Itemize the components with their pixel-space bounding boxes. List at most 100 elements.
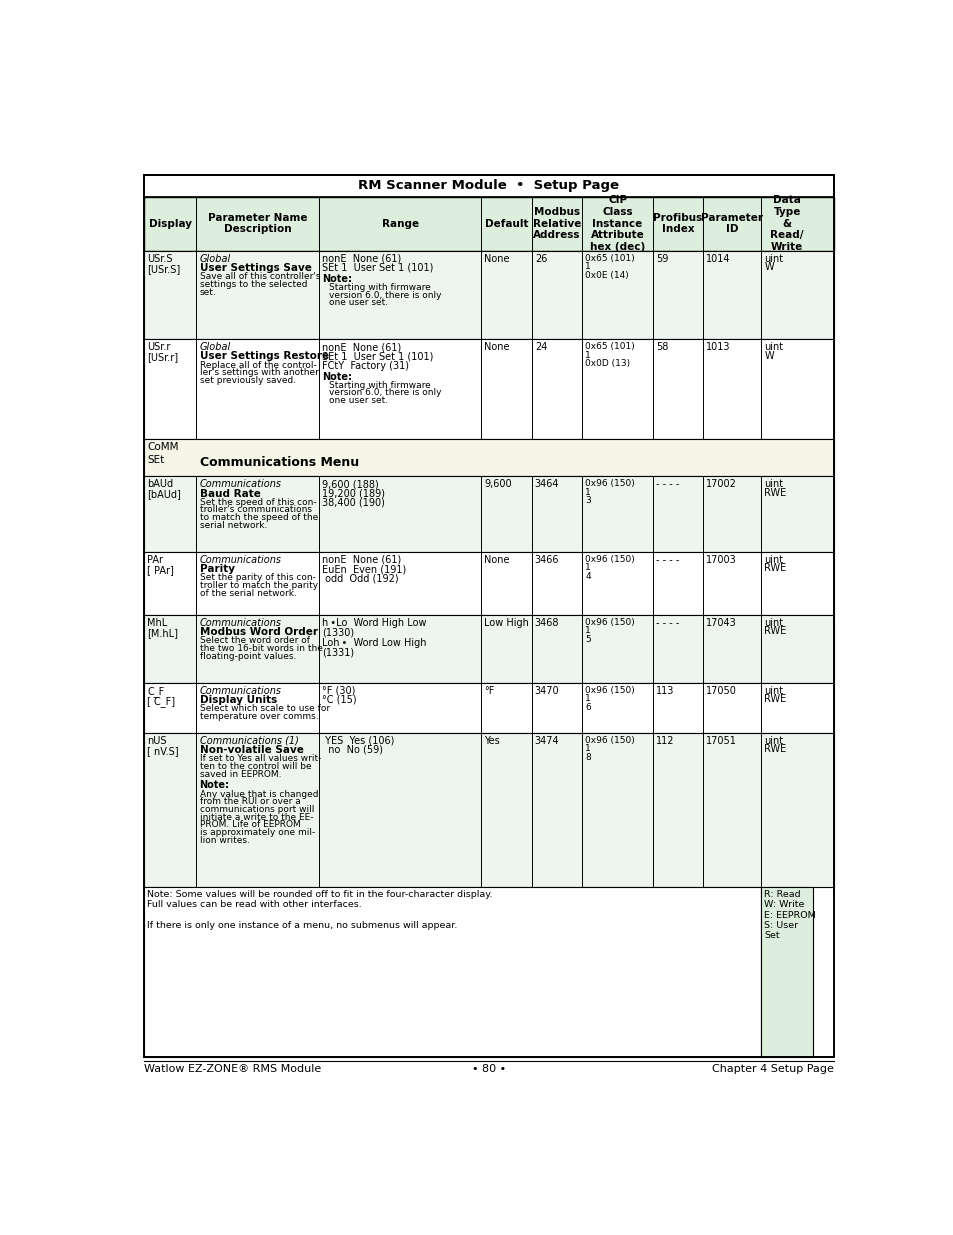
Text: uint: uint: [763, 342, 782, 352]
Text: Communications: Communications: [199, 555, 281, 564]
Text: None: None: [484, 342, 510, 352]
Text: 1: 1: [584, 563, 590, 572]
Text: troller's communications: troller's communications: [199, 505, 312, 515]
Text: Communications: Communications: [199, 685, 281, 695]
Text: 1: 1: [584, 262, 590, 272]
Text: 0x0D (13): 0x0D (13): [584, 359, 630, 368]
Text: from the RUI or over a: from the RUI or over a: [199, 798, 300, 806]
Text: CoMM: CoMM: [147, 442, 178, 452]
Text: 9,600: 9,600: [484, 479, 512, 489]
Text: Communications: Communications: [199, 479, 281, 489]
Text: Parameter
ID: Parameter ID: [700, 212, 762, 235]
Text: initiate a write to the EE-: initiate a write to the EE-: [199, 813, 313, 821]
Text: Watlow EZ-ZONE® RMS Module: Watlow EZ-ZONE® RMS Module: [144, 1065, 321, 1074]
Text: set previously saved.: set previously saved.: [199, 377, 295, 385]
Text: [ C_F]: [ C_F]: [147, 695, 175, 706]
Text: 8: 8: [584, 752, 590, 762]
Text: Global: Global: [199, 342, 231, 352]
Text: uint: uint: [763, 555, 782, 564]
Text: serial network.: serial network.: [199, 521, 267, 530]
Text: °F (30): °F (30): [322, 685, 355, 695]
Text: SEt 1  User Set 1 (101): SEt 1 User Set 1 (101): [322, 352, 434, 362]
Text: of the serial network.: of the serial network.: [199, 589, 296, 598]
Text: 26: 26: [535, 253, 547, 264]
Text: ler's settings with another: ler's settings with another: [199, 368, 318, 378]
Text: to match the speed of the: to match the speed of the: [199, 514, 317, 522]
Text: (1331): (1331): [322, 647, 355, 657]
Bar: [760, 887, 812, 1057]
Text: SEt: SEt: [147, 454, 164, 464]
Text: set.: set.: [199, 288, 216, 296]
Text: 17002: 17002: [705, 479, 736, 489]
Text: Set the parity of this con-: Set the parity of this con-: [199, 573, 315, 582]
Bar: [144, 552, 833, 615]
Text: RWE: RWE: [763, 488, 786, 498]
Text: Global: Global: [199, 253, 231, 264]
Text: 0x96 (150): 0x96 (150): [584, 618, 635, 627]
Text: PAr: PAr: [147, 555, 163, 564]
Text: Set the speed of this con-: Set the speed of this con-: [199, 498, 315, 506]
Text: Parameter Name
Description: Parameter Name Description: [208, 212, 307, 235]
Text: Profibus
Index: Profibus Index: [653, 212, 701, 235]
Text: bAUd: bAUd: [147, 479, 173, 489]
Text: 5: 5: [584, 635, 590, 643]
Text: 1: 1: [584, 626, 590, 635]
Text: 38,400 (190): 38,400 (190): [322, 498, 385, 508]
Text: 17043: 17043: [705, 618, 736, 627]
Bar: [144, 477, 833, 552]
Text: one user set.: one user set.: [328, 299, 387, 308]
Text: Baud Rate: Baud Rate: [199, 489, 260, 499]
Text: 0x65 (101): 0x65 (101): [584, 253, 635, 263]
Text: - - - -: - - - -: [656, 555, 679, 564]
Text: [M.hL]: [M.hL]: [147, 627, 178, 638]
Text: RM Scanner Module  •  Setup Page: RM Scanner Module • Setup Page: [358, 179, 618, 193]
Text: YES  Yes (106): YES Yes (106): [322, 736, 395, 746]
Text: is approximately one mil-: is approximately one mil-: [199, 829, 314, 837]
Text: troller to match the parity: troller to match the parity: [199, 580, 317, 590]
Text: 1013: 1013: [705, 342, 730, 352]
Text: nonE  None (61): nonE None (61): [322, 555, 401, 564]
Text: uint: uint: [763, 479, 782, 489]
Bar: [144, 683, 833, 732]
Text: Communications (1): Communications (1): [199, 736, 298, 746]
Text: W: W: [763, 262, 773, 272]
Text: CIP
Class
Instance
Attribute
hex (dec): CIP Class Instance Attribute hex (dec): [589, 195, 644, 252]
Text: 0x96 (150): 0x96 (150): [584, 479, 635, 488]
Text: Non-volatile Save: Non-volatile Save: [199, 745, 303, 755]
Text: EuEn  Even (191): EuEn Even (191): [322, 564, 406, 574]
Text: R: Read
W: Write
E: EEPROM
S: User
Set: R: Read W: Write E: EEPROM S: User Set: [763, 889, 816, 940]
Text: • 80 •: • 80 •: [472, 1065, 505, 1074]
Text: uint: uint: [763, 253, 782, 264]
Text: 3468: 3468: [535, 618, 558, 627]
Bar: [144, 175, 833, 196]
Text: SEt 1  User Set 1 (101): SEt 1 User Set 1 (101): [322, 263, 434, 273]
Text: Save all of this controller's: Save all of this controller's: [199, 272, 320, 282]
Text: communications port will: communications port will: [199, 805, 314, 814]
Text: 19,200 (189): 19,200 (189): [322, 489, 385, 499]
Text: [ nV.S]: [ nV.S]: [147, 746, 178, 756]
Text: User Settings Save: User Settings Save: [199, 263, 311, 273]
Bar: [144, 615, 833, 683]
Text: Replace all of the control-: Replace all of the control-: [199, 361, 316, 369]
Text: 0x0E (14): 0x0E (14): [584, 270, 628, 279]
Text: 3466: 3466: [535, 555, 558, 564]
Text: RWE: RWE: [763, 745, 786, 755]
Text: Parity: Parity: [199, 564, 234, 574]
Text: h •Lo  Word High Low: h •Lo Word High Low: [322, 618, 426, 627]
Text: Starting with firmware: Starting with firmware: [328, 283, 430, 291]
Text: one user set.: one user set.: [328, 396, 387, 405]
Text: [USr.r]: [USr.r]: [147, 352, 178, 362]
Bar: [144, 887, 760, 1057]
Text: 3470: 3470: [535, 685, 558, 695]
Text: User Settings Restore: User Settings Restore: [199, 352, 329, 362]
Text: temperature over comms.: temperature over comms.: [199, 711, 318, 721]
Text: Chapter 4 Setup Page: Chapter 4 Setup Page: [711, 1065, 833, 1074]
Text: Display: Display: [149, 219, 192, 228]
Text: Communications Menu: Communications Menu: [199, 456, 358, 469]
Text: [bAUd]: [bAUd]: [147, 489, 181, 499]
Text: 6: 6: [584, 703, 590, 711]
Text: Low High: Low High: [484, 618, 529, 627]
Text: °C (15): °C (15): [322, 695, 356, 705]
Text: USr.S: USr.S: [147, 253, 172, 264]
Text: [USr.S]: [USr.S]: [147, 264, 180, 274]
